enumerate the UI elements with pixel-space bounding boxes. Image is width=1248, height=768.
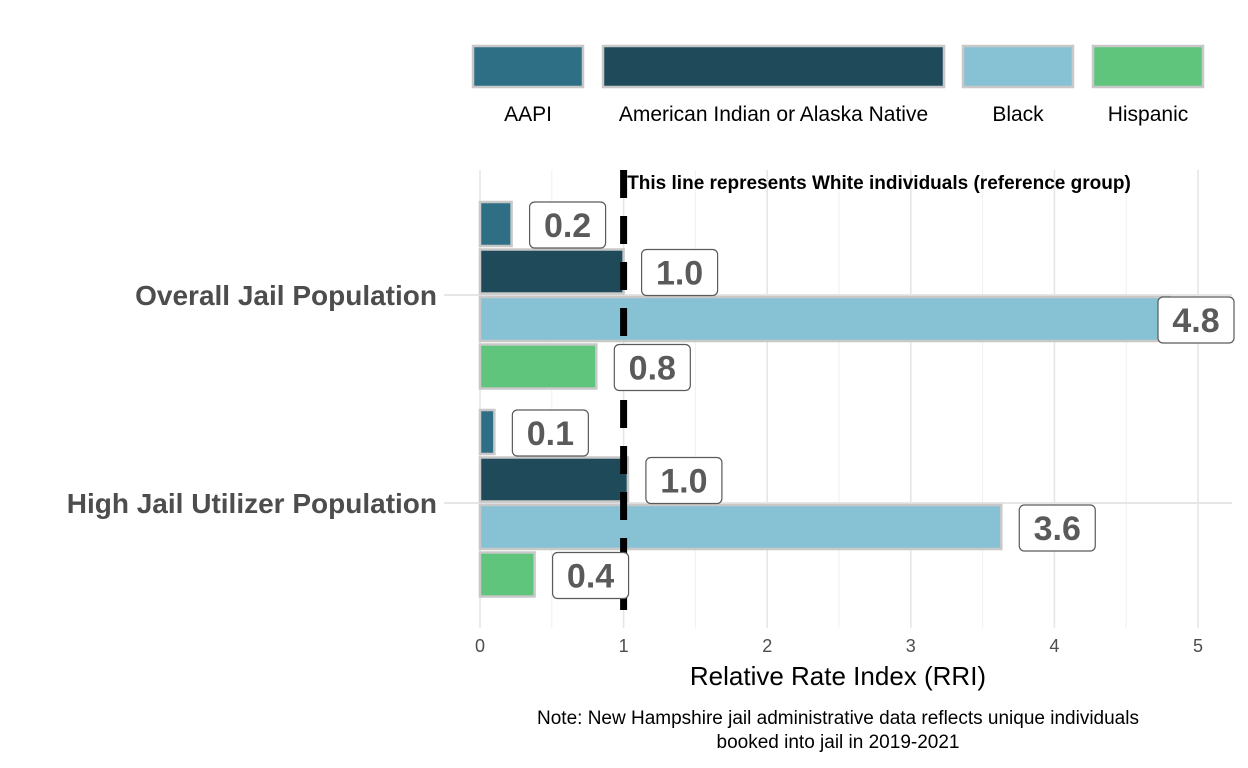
note-line-1: Note: New Hampshire jail administrative …	[537, 708, 1139, 729]
reference-line-label: This line represents White individuals (…	[627, 173, 1131, 194]
bar	[478, 551, 536, 598]
note-line-2: booked into jail in 2019-2021	[717, 732, 960, 753]
bar	[478, 248, 625, 295]
value-label: 0.1	[511, 409, 589, 457]
value-label-text: 1.0	[656, 255, 703, 293]
value-label-box	[528, 201, 607, 249]
bars	[478, 200, 1171, 598]
value-labels: 0.2 1.0 4.8 0.8 0.1 1.0 3.6 0.4	[511, 201, 1235, 600]
bar	[478, 456, 630, 503]
bar	[478, 408, 496, 456]
value-label: 0.8	[613, 343, 691, 392]
value-label: 4.8	[1157, 296, 1235, 344]
legend-label: Hispanic	[1108, 103, 1189, 126]
x-tick-label: 4	[1049, 636, 1059, 656]
value-label-text: 3.6	[1034, 510, 1081, 548]
value-label: 3.6	[1018, 504, 1096, 552]
legend-item: Hispanic	[1091, 44, 1205, 126]
legend-swatch	[961, 44, 1075, 89]
value-label-box	[551, 551, 630, 600]
legend-label: AAPI	[504, 103, 552, 126]
value-label: 1.0	[645, 456, 723, 505]
legend-label: American Indian or Alaska Native	[619, 103, 928, 126]
category-label: High Jail Utilizer Population	[67, 488, 437, 519]
x-tick-label: 2	[762, 636, 772, 656]
legend-swatch	[601, 44, 946, 89]
legend-item: American Indian or Alaska Native	[601, 44, 946, 126]
value-label-box	[511, 409, 589, 457]
value-label: 0.4	[551, 551, 630, 600]
value-label-box	[613, 343, 691, 392]
value-label-box	[1018, 504, 1096, 552]
value-label: 1.0	[640, 248, 719, 297]
legend: AAPI American Indian or Alaska Native Blac…	[471, 44, 1205, 126]
legend-label: Black	[992, 103, 1044, 126]
bar	[478, 503, 1003, 551]
category-labels: Overall Jail Population High Jail Utilize…	[67, 280, 437, 519]
legend-swatch	[1091, 44, 1205, 89]
x-tick-label: 1	[619, 636, 629, 656]
legend-swatch	[471, 44, 585, 89]
value-label-box	[645, 456, 723, 505]
value-label-text: 0.4	[567, 558, 614, 596]
value-label-text: 4.8	[1172, 302, 1219, 340]
x-tick-label: 5	[1193, 636, 1203, 656]
value-label: 0.2	[528, 201, 607, 249]
category-label: Overall Jail Population	[135, 280, 437, 311]
value-label-text: 0.1	[527, 415, 574, 453]
bar	[478, 343, 598, 390]
value-label-box	[640, 248, 719, 297]
x-tick-label: 3	[906, 636, 916, 656]
value-label-text: 0.2	[544, 207, 591, 245]
legend-item: AAPI	[471, 44, 585, 126]
bar	[478, 295, 1171, 343]
x-tick-label: 0	[475, 636, 485, 656]
x-axis-title: Relative Rate Index (RRI)	[690, 661, 986, 691]
value-label-box	[1157, 296, 1235, 344]
x-axis-ticks: 0 1 2 3 4 5	[475, 636, 1203, 656]
value-label-text: 0.8	[629, 350, 676, 388]
legend-item: Black	[961, 44, 1075, 126]
bar	[478, 200, 513, 248]
value-label-text: 1.0	[660, 463, 707, 501]
